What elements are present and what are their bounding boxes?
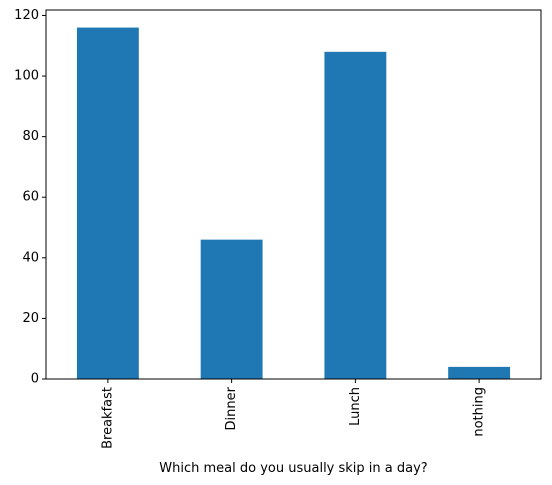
y-tick-label: 80 [22, 129, 39, 144]
x-tick-label: Breakfast [100, 387, 115, 449]
y-tick-label: 0 [31, 372, 39, 387]
x-tick-label: nothing [472, 387, 487, 437]
y-tick-label: 120 [14, 8, 39, 23]
bar-breakfast [77, 28, 139, 379]
y-tick-label: 40 [22, 250, 39, 265]
bar-dinner [201, 240, 263, 379]
x-tick-label: Dinner [224, 386, 239, 430]
y-tick-label: 60 [22, 190, 39, 205]
bar-lunch [324, 52, 386, 379]
x-tick-label: Lunch [348, 387, 363, 426]
x-axis-label: Which meal do you usually skip in a day? [159, 461, 427, 476]
bar-nothing [448, 367, 510, 379]
y-tick-label: 100 [14, 69, 39, 84]
y-tick-label: 20 [22, 311, 39, 326]
